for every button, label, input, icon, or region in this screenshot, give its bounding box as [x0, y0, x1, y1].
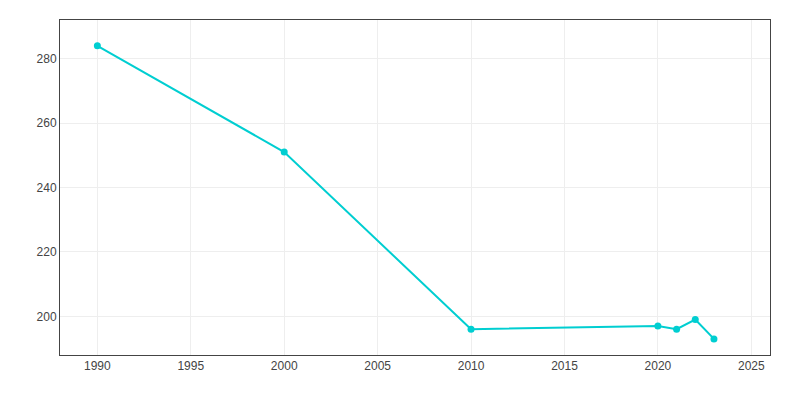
svg-text:1990: 1990 [84, 359, 111, 373]
svg-text:2010: 2010 [458, 359, 485, 373]
svg-text:2015: 2015 [551, 359, 578, 373]
svg-text:240: 240 [37, 181, 57, 195]
svg-text:2020: 2020 [645, 359, 672, 373]
svg-text:260: 260 [37, 116, 57, 130]
svg-text:280: 280 [37, 52, 57, 66]
svg-text:220: 220 [37, 245, 57, 259]
svg-text:2005: 2005 [364, 359, 391, 373]
svg-text:1995: 1995 [177, 359, 204, 373]
svg-text:200: 200 [37, 310, 57, 324]
svg-text:2025: 2025 [738, 359, 765, 373]
svg-text:2000: 2000 [271, 359, 298, 373]
